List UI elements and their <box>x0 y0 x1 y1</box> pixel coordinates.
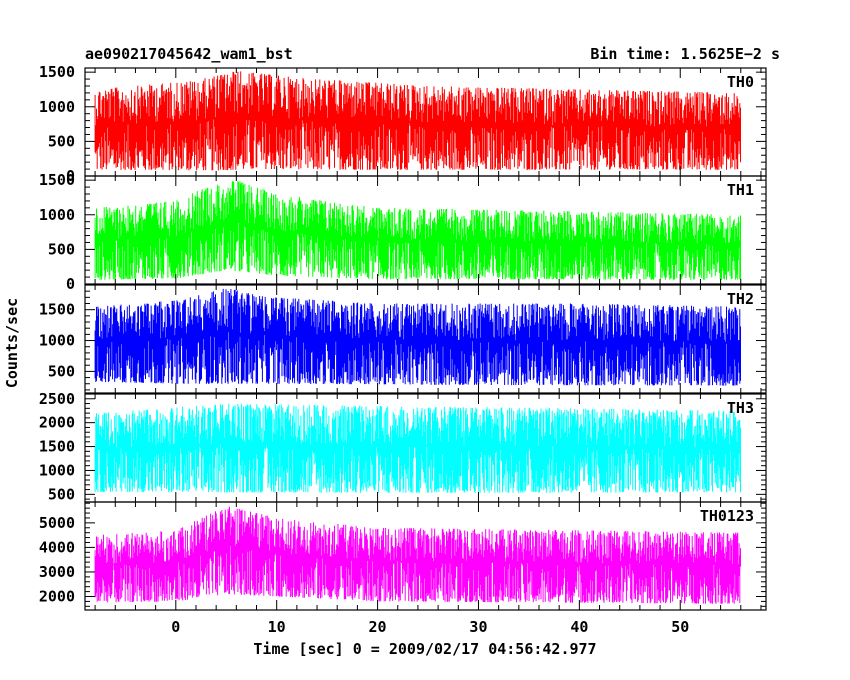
y-tick-label: 1500 <box>39 438 75 456</box>
y-tick-label: 2000 <box>39 414 75 432</box>
y-tick-label: 500 <box>48 132 75 150</box>
x-tick-label: 30 <box>469 618 487 636</box>
x-tick-label: 20 <box>369 618 387 636</box>
panel-th3: 500 1000 1500 2000 2500 TH3 <box>39 390 767 503</box>
series-th1 <box>94 180 741 280</box>
panel-frame <box>84 175 767 285</box>
x-tick-label: 10 <box>268 618 286 636</box>
y-tick-label: 3000 <box>39 563 75 581</box>
y-tick-label: 2000 <box>39 588 75 606</box>
y-tick-label: 1000 <box>39 98 75 116</box>
panel-label: TH0 <box>727 73 754 91</box>
x-tick-label: 50 <box>671 618 689 636</box>
y-tick-label: 2500 <box>39 390 75 408</box>
series-th0 <box>94 71 741 171</box>
x-axis-label: Time [sec] 0 = 2009/02/17 04:56:42.977 <box>253 640 596 658</box>
y-tick-label: 500 <box>48 240 75 258</box>
x-tick-label: 0 <box>171 618 180 636</box>
y-tick-label: 500 <box>48 362 75 380</box>
panel-frame <box>84 284 767 394</box>
bin-time-label: Bin time: 1.5625E−2 s <box>590 45 780 63</box>
y-tick-label: 5000 <box>39 514 75 532</box>
series-th2 <box>94 288 741 386</box>
y-tick-label: 0 <box>66 167 75 185</box>
panel-label: TH2 <box>727 290 754 308</box>
y-tick-label: 4000 <box>39 538 75 556</box>
panel-th0: 0 500 1000 1500 TH0 <box>39 63 767 185</box>
panels-group: 050010001500TH0050010001500TH15001000150… <box>39 63 767 636</box>
series-th3 <box>94 403 741 493</box>
y-tick-label: 1500 <box>39 301 75 319</box>
panel-th1: 0 500 1000 1500 TH1 <box>39 171 767 293</box>
panel-label: TH0123 <box>700 507 754 525</box>
x-tick-label: 40 <box>570 618 588 636</box>
panel-th0123: 2000 3000 4000 5000 TH0123 <box>39 501 767 611</box>
y-tick-label: 1500 <box>39 171 75 189</box>
series-th0123 <box>94 506 741 604</box>
y-tick-label: 1500 <box>39 63 75 81</box>
chart-title: ae090217045642_wam1_bst <box>85 45 293 63</box>
y-axis-label: Counts/sec <box>3 298 21 388</box>
panel-label: TH1 <box>727 181 754 199</box>
panel-label: TH3 <box>727 399 754 417</box>
y-tick-label: 500 <box>48 485 75 503</box>
y-tick-label: 1000 <box>39 461 75 479</box>
panel-th2: 500 1000 1500 TH2 <box>39 284 767 394</box>
y-tick-label: 0 <box>66 275 75 293</box>
panel-frame <box>84 501 767 611</box>
y-tick-label: 1000 <box>39 206 75 224</box>
y-tick-label: 1000 <box>39 332 75 350</box>
